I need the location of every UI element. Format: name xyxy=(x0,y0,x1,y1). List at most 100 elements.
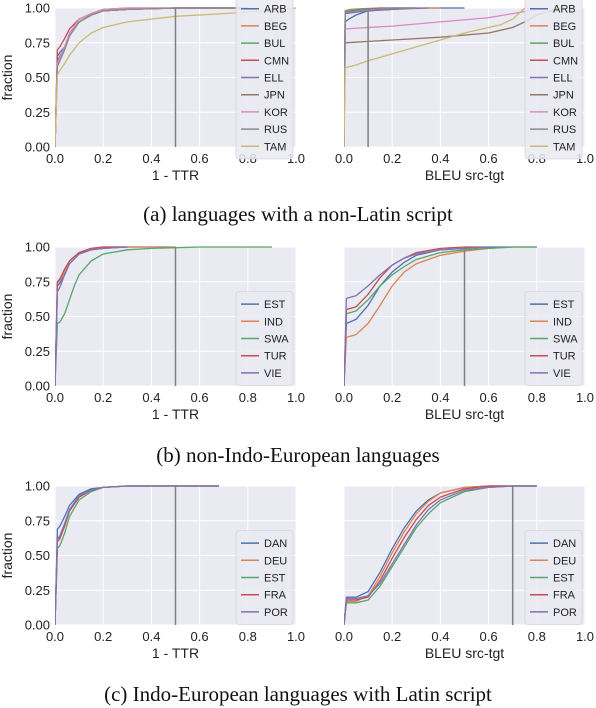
x-tick-label: 0.4 xyxy=(142,151,160,166)
y-axis-label: fraction xyxy=(0,294,15,340)
series-group xyxy=(344,485,537,625)
legend-box xyxy=(235,530,294,625)
series-group xyxy=(344,246,537,386)
legend-entry-est: EST xyxy=(553,299,575,311)
series-line-vie xyxy=(344,246,489,386)
x-axis-label: 1 - TTR xyxy=(152,645,199,661)
y-tick-label: 0.00 xyxy=(25,379,50,394)
series-line-rus xyxy=(344,7,417,147)
y-tick-label: 1.00 xyxy=(25,479,50,494)
x-tick-label: 1.0 xyxy=(576,390,594,405)
series-line-tam xyxy=(55,7,296,147)
series-line-fra xyxy=(344,485,537,625)
series-group xyxy=(55,485,219,625)
legend-entry-tur: TUR xyxy=(553,351,576,363)
x-axis-label: BLEU src-tgt xyxy=(425,645,504,661)
x-tick-label: 0.2 xyxy=(94,151,112,166)
legend: ARB BEG BUL CMN ELL JPN KOR RUS TAM xyxy=(524,0,583,160)
legend-entry-kor: KOR xyxy=(553,107,577,119)
legend: DAN DEU EST FRA POR xyxy=(235,530,294,625)
legend-entry-ind: IND xyxy=(264,316,283,328)
x-tick-label: 0.0 xyxy=(46,390,64,405)
legend-entry-arb: ARB xyxy=(553,4,576,16)
y-tick-label: 0.75 xyxy=(25,274,50,289)
x-axis-label: BLEU src-tgt xyxy=(425,406,504,422)
legend-entry-est: EST xyxy=(553,573,575,585)
series-group xyxy=(55,7,296,147)
panel-b-right: 0.0 0.2 0.4 0.6 0.8 1.0 BLEU src-tgt EST IND SWA T… xyxy=(335,246,594,422)
y-tick-label: 0.50 xyxy=(25,70,50,85)
x-axis-label: 1 - TTR xyxy=(152,167,199,183)
y-tick-label: 0.75 xyxy=(25,513,50,528)
legend-entry-swa: SWA xyxy=(553,334,578,346)
x-tick-label: 0.6 xyxy=(480,151,498,166)
y-tick-label: 0.00 xyxy=(25,140,50,155)
legend-entry-fra: FRA xyxy=(553,590,576,602)
series-line-kor xyxy=(55,7,248,147)
legend-entry-vie: VIE xyxy=(264,368,282,380)
panel-a-left: 0.00.20.40.60.81.00.000.250.500.751.001 … xyxy=(0,0,305,183)
legend: EST IND SWA TUR VIE xyxy=(524,291,583,386)
legend-entry-beg: BEG xyxy=(264,21,287,33)
legend-entry-est: EST xyxy=(264,299,286,311)
panel-c-right: 0.0 0.2 0.4 0.6 0.8 1.0 BLEU src-tgt DAN DEU EST F… xyxy=(335,485,594,661)
series-group xyxy=(55,246,272,386)
y-tick-label: 1.00 xyxy=(25,240,50,255)
legend-entry-swa: SWA xyxy=(264,334,289,346)
caption-a: (a) languages with a non-Latin script xyxy=(143,202,453,226)
caption-b: (b) non-Indo-European languages xyxy=(156,443,440,467)
legend-entry-fra: FRA xyxy=(264,590,287,602)
x-tick-label: 0.6 xyxy=(480,390,498,405)
caption-c: (c) Indo-European languages with Latin s… xyxy=(104,682,492,706)
y-tick-label: 0.50 xyxy=(25,309,50,324)
x-tick-label: 0.0 xyxy=(335,629,353,644)
legend-box xyxy=(524,291,583,386)
series-line-swa xyxy=(55,246,272,386)
y-tick-label: 0.50 xyxy=(25,548,50,563)
legend-entry-cmn: CMN xyxy=(264,55,289,67)
legend-entry-deu: DEU xyxy=(264,555,287,567)
x-tick-label: 0.0 xyxy=(335,151,353,166)
legend-entry-rus: RUS xyxy=(553,124,576,136)
legend-entry-bul: BUL xyxy=(553,38,574,50)
x-tick-label: 0.4 xyxy=(431,629,449,644)
legend-entry-kor: KOR xyxy=(264,107,288,119)
series-line-por xyxy=(55,485,219,625)
x-axis-label: BLEU src-tgt xyxy=(425,167,504,183)
x-tick-label: 0.4 xyxy=(431,390,449,405)
x-tick-label: 1.0 xyxy=(287,390,305,405)
x-tick-label: 0.8 xyxy=(528,390,546,405)
y-tick-label: 0.25 xyxy=(25,583,50,598)
legend: DAN DEU EST FRA POR xyxy=(524,530,583,625)
legend-entry-rus: RUS xyxy=(264,124,287,136)
x-tick-label: 0.4 xyxy=(431,151,449,166)
legend-entry-cmn: CMN xyxy=(553,55,578,67)
legend-entry-est: EST xyxy=(264,573,286,585)
y-tick-label: 1.00 xyxy=(25,1,50,16)
x-tick-label: 0.2 xyxy=(94,629,112,644)
legend-entry-tam: TAM xyxy=(553,141,575,153)
x-tick-label: 0.6 xyxy=(191,151,209,166)
x-tick-label: 0.0 xyxy=(335,390,353,405)
series-line-por xyxy=(344,485,537,625)
legend-entry-por: POR xyxy=(264,607,288,619)
legend-entry-dan: DAN xyxy=(264,538,287,550)
legend-entry-beg: BEG xyxy=(553,21,576,33)
x-tick-label: 0.2 xyxy=(383,390,401,405)
x-tick-label: 0.6 xyxy=(480,629,498,644)
series-line-tam xyxy=(344,7,526,147)
series-line-swa xyxy=(344,246,537,386)
y-tick-label: 0.25 xyxy=(25,344,50,359)
legend-entry-ell: ELL xyxy=(264,73,284,85)
legend-entry-arb: ARB xyxy=(264,4,287,16)
series-line-tur xyxy=(55,246,128,386)
x-tick-label: 0.6 xyxy=(191,629,209,644)
x-tick-label: 0.6 xyxy=(191,390,209,405)
legend-entry-tur: TUR xyxy=(264,351,287,363)
legend-entry-dan: DAN xyxy=(553,538,576,550)
panel-c-left: 0.0 0.2 0.4 0.6 0.8 1.0 0.00 0.25 0.50 0.75 1.00 1 … xyxy=(0,479,305,662)
legend: ARB BEG BUL CMN ELL JPN KOR RUS TAM xyxy=(235,0,294,160)
series-line-rus xyxy=(55,7,248,147)
